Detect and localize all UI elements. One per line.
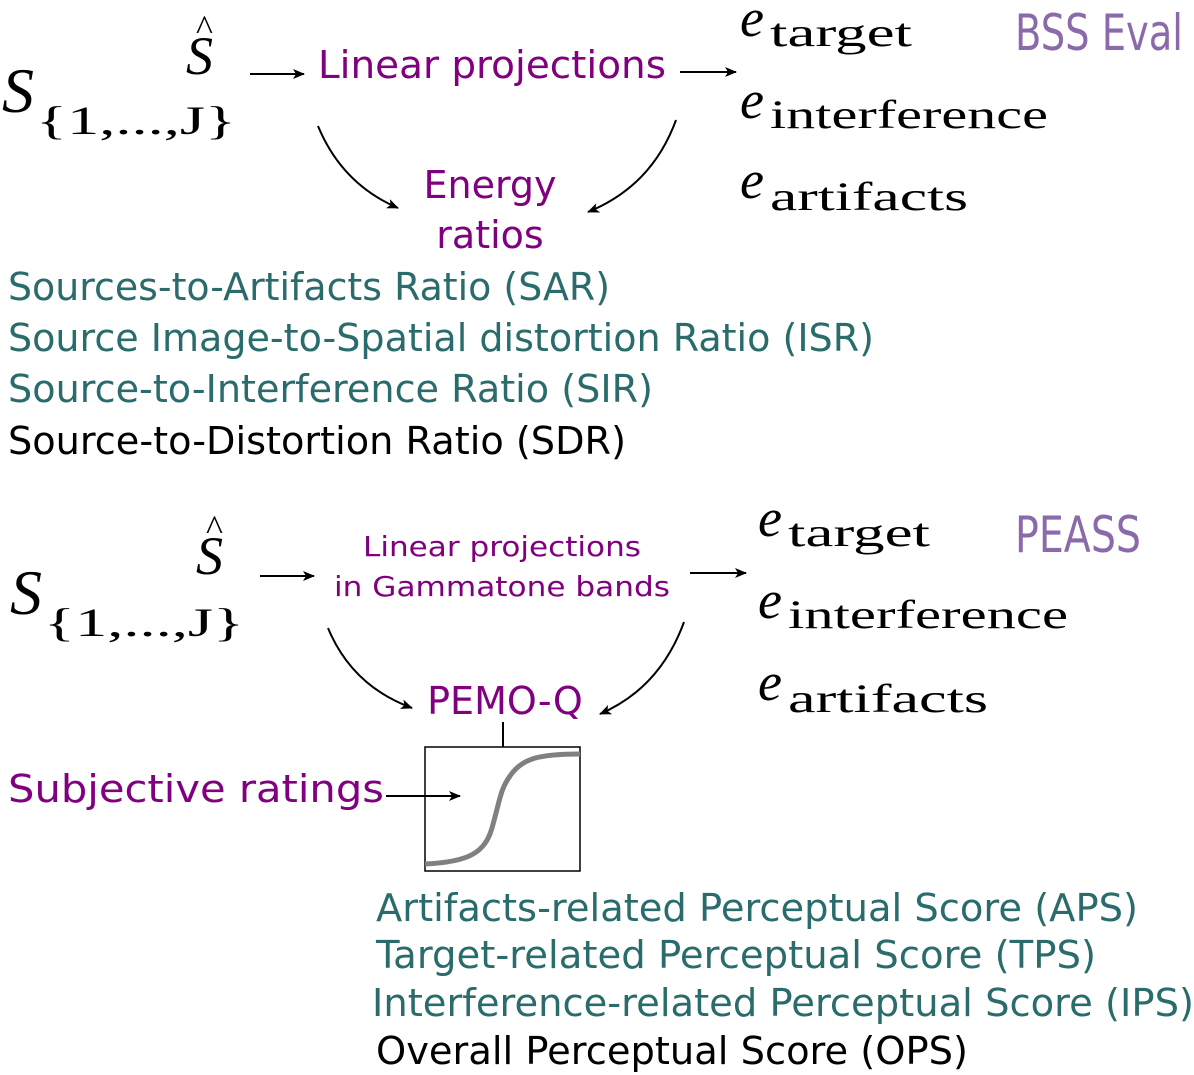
bss-energy-label: Energy	[423, 163, 556, 207]
bss-linear-projections: Linear projections	[318, 43, 666, 87]
bss-metrics-list: Sources-to-Artifacts Ratio (SAR) Source …	[8, 265, 874, 463]
peass-e-target-base: e	[758, 488, 782, 548]
bss-metric-sar: Sources-to-Artifacts Ratio (SAR)	[8, 265, 610, 309]
peass-e-interference-base: e	[758, 570, 782, 630]
peass-e-interference: e interference	[758, 570, 1068, 637]
peass-title: PEASS	[1015, 506, 1141, 564]
bss-shat-hat: ^	[196, 8, 213, 48]
peass-gammatone-bands: in Gammatone bands	[334, 570, 670, 603]
peass-linear-projections: Linear projections	[363, 530, 641, 563]
bss-eval-section: BSS Eval S ^ S {1,...,J} Linear projecti…	[2, 0, 1183, 463]
bss-sources: S {1,...,J}	[2, 55, 236, 143]
peass-shat-letter: S	[196, 526, 223, 586]
bss-e-interference: e interference	[740, 70, 1048, 137]
bss-e-interference-sub: interference	[770, 92, 1048, 137]
sigmoid-box-frame	[424, 746, 581, 872]
peass-section: PEASS S ^ S {1,...,J} Linear projections…	[8, 488, 1194, 1073]
bss-metric-isr: Source Image-to-Spatial distortion Ratio…	[8, 316, 874, 360]
peass-e-artifacts-base: e	[758, 652, 782, 712]
peass-e-target-sub: target	[788, 510, 930, 555]
bss-e-interference-base: e	[740, 70, 764, 130]
peass-sources: S {1,...,J}	[10, 557, 244, 645]
peass-shat-hat: ^	[206, 508, 223, 548]
peass-metric-aps: Artifacts-related Perceptual Score (APS)	[376, 886, 1138, 930]
sigmoid-curve	[424, 751, 581, 867]
peass-metric-ops: Overall Perceptual Score (OPS)	[376, 1029, 968, 1073]
sigmoid-mapping-box	[424, 746, 581, 872]
bss-shat: S ^	[186, 8, 213, 86]
peass-e-artifacts-sub: artifacts	[788, 676, 988, 721]
bss-arrow-left-curve	[317, 125, 399, 209]
bss-e-artifacts-base: e	[740, 150, 764, 210]
peass-e-interference-sub: interference	[788, 592, 1068, 637]
bss-e-target-sub: target	[770, 10, 912, 55]
bss-e-artifacts: e artifacts	[740, 150, 968, 219]
peass-subjective-ratings: Subjective ratings	[8, 767, 384, 811]
bss-shat-letter: S	[186, 26, 213, 86]
bss-sources-subscript: {1,...,J}	[36, 98, 236, 143]
peass-sources-subscript: {1,...,J}	[44, 600, 244, 645]
bss-metric-sdr: Source-to-Distortion Ratio (SDR)	[8, 419, 626, 463]
peass-pemoq-label: PEMO-Q	[427, 679, 583, 723]
peass-metric-tps: Target-related Perceptual Score (TPS)	[375, 933, 1096, 977]
peass-metric-ips: Interference-related Perceptual Score (I…	[372, 981, 1194, 1025]
peass-e-target: e target	[758, 488, 930, 555]
bss-sources-letter: S	[2, 55, 34, 126]
bss-metric-sir: Source-to-Interference Ratio (SIR)	[8, 367, 653, 411]
peass-shat: S ^	[196, 508, 223, 586]
peass-arrow-left-curve	[327, 627, 413, 709]
peass-e-artifacts: e artifacts	[758, 652, 988, 721]
bss-e-target-base: e	[740, 0, 764, 48]
bss-e-target: e target	[740, 0, 912, 55]
bss-ratios-label: ratios	[436, 213, 543, 257]
bss-eval-title: BSS Eval	[1015, 4, 1183, 62]
bss-arrow-right-curve	[587, 119, 677, 213]
bss-e-artifacts-sub: artifacts	[770, 174, 968, 219]
peass-metrics-list: Artifacts-related Perceptual Score (APS)…	[372, 886, 1194, 1073]
peass-sources-letter: S	[10, 557, 42, 628]
peass-arrow-right-curve	[599, 621, 685, 715]
